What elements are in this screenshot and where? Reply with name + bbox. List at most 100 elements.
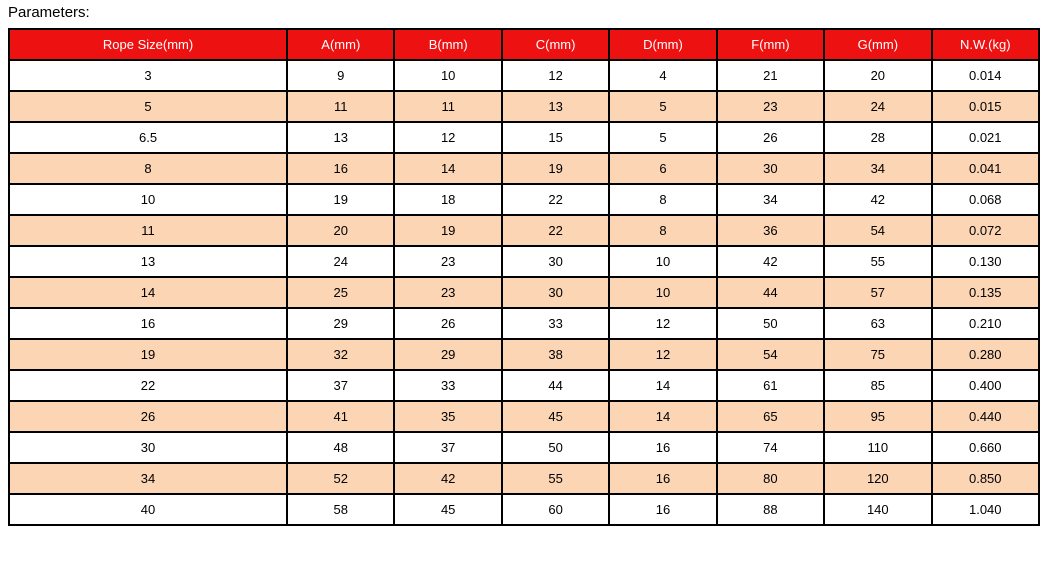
column-header: D(mm)	[608, 28, 718, 61]
table-cell: 0.015	[930, 90, 1041, 123]
table-row: 10 19 18 22 8 34 42 0.068	[7, 183, 1041, 216]
table-cell: 60	[500, 493, 611, 526]
table-cell: 13	[7, 245, 289, 278]
table-row: 6.5 13 12 15 5 26 28 0.021	[7, 121, 1041, 154]
table-cell: 10	[393, 59, 503, 92]
table-cell: 63	[823, 307, 933, 340]
table-cell: 11	[393, 90, 503, 123]
table-cell: 140	[823, 493, 933, 526]
table-cell: 80	[715, 462, 826, 495]
table-row: 40 58 45 60 16 88 140 1.040	[7, 493, 1041, 526]
table-cell: 75	[823, 338, 933, 371]
table-cell: 19	[393, 214, 503, 247]
table-cell: 22	[500, 214, 611, 247]
table-cell: 88	[715, 493, 826, 526]
table-cell: 65	[715, 400, 826, 433]
table-cell: 30	[7, 431, 289, 464]
table-cell: 5	[608, 90, 718, 123]
table-cell: 11	[286, 90, 396, 123]
table-cell: 5	[608, 121, 718, 154]
table-cell: 6.5	[7, 121, 289, 154]
table-cell: 0.014	[930, 59, 1041, 92]
table-cell: 42	[823, 183, 933, 216]
table-cell: 3	[7, 59, 289, 92]
table-cell: 1.040	[930, 493, 1041, 526]
table-cell: 37	[286, 369, 396, 402]
table-cell: 6	[608, 152, 718, 185]
table-cell: 37	[393, 431, 503, 464]
table-cell: 29	[393, 338, 503, 371]
table-cell: 26	[393, 307, 503, 340]
table-cell: 14	[7, 276, 289, 309]
table-cell: 24	[286, 245, 396, 278]
table-cell: 0.400	[930, 369, 1041, 402]
table-cell: 23	[715, 90, 826, 123]
table-cell: 22	[7, 369, 289, 402]
table-cell: 58	[286, 493, 396, 526]
table-row: 34 52 42 55 16 80 120 0.850	[7, 462, 1041, 495]
column-header: A(mm)	[286, 28, 396, 61]
table-cell: 34	[823, 152, 933, 185]
table-cell: 85	[823, 369, 933, 402]
table-cell: 42	[393, 462, 503, 495]
table-cell: 19	[500, 152, 611, 185]
parameters-table: Rope Size(mm) A(mm) B(mm) C(mm) D(mm) F(mm) G(…	[7, 28, 1041, 526]
table-row: 13 24 23 30 10 42 55 0.130	[7, 245, 1041, 278]
table-cell: 57	[823, 276, 933, 309]
page-title: Parameters:	[8, 4, 90, 21]
table-cell: 34	[715, 183, 826, 216]
table-cell: 21	[715, 59, 826, 92]
table-body: 3 9 10 12 4 21 20 0.014 5 11 11 13 5 23 24 0.015 6.5 13 12…	[7, 59, 1041, 526]
table-row: 8 16 14 19 6 30 34 0.041	[7, 152, 1041, 185]
table-cell: 52	[286, 462, 396, 495]
table-cell: 33	[393, 369, 503, 402]
table-cell: 120	[823, 462, 933, 495]
table-cell: 54	[823, 214, 933, 247]
table-cell: 16	[608, 462, 718, 495]
table-cell: 50	[500, 431, 611, 464]
table-cell: 44	[500, 369, 611, 402]
table-cell: 14	[608, 369, 718, 402]
table-cell: 11	[7, 214, 289, 247]
table-cell: 14	[608, 400, 718, 433]
table-cell: 36	[715, 214, 826, 247]
table-row: 5 11 11 13 5 23 24 0.015	[7, 90, 1041, 123]
table-cell: 23	[393, 276, 503, 309]
table-cell: 50	[715, 307, 826, 340]
table-cell: 24	[823, 90, 933, 123]
table-cell: 20	[823, 59, 933, 92]
table-cell: 0.041	[930, 152, 1041, 185]
table-cell: 19	[286, 183, 396, 216]
table-cell: 29	[286, 307, 396, 340]
table-cell: 35	[393, 400, 503, 433]
table-row: 14 25 23 30 10 44 57 0.135	[7, 276, 1041, 309]
table-cell: 32	[286, 338, 396, 371]
table-cell: 74	[715, 431, 826, 464]
table-cell: 55	[823, 245, 933, 278]
table-cell: 42	[715, 245, 826, 278]
table-cell: 25	[286, 276, 396, 309]
table-cell: 55	[500, 462, 611, 495]
table-cell: 16	[7, 307, 289, 340]
table-cell: 13	[286, 121, 396, 154]
table-cell: 28	[823, 121, 933, 154]
table-cell: 20	[286, 214, 396, 247]
table-cell: 30	[500, 245, 611, 278]
table-cell: 95	[823, 400, 933, 433]
table-cell: 0.850	[930, 462, 1041, 495]
table-cell: 0.068	[930, 183, 1041, 216]
table-cell: 23	[393, 245, 503, 278]
table-row: 11 20 19 22 8 36 54 0.072	[7, 214, 1041, 247]
table-row: 30 48 37 50 16 74 110 0.660	[7, 431, 1041, 464]
column-header: Rope Size(mm)	[7, 28, 289, 61]
table-cell: 8	[608, 183, 718, 216]
table-cell: 40	[7, 493, 289, 526]
table-cell: 0.130	[930, 245, 1041, 278]
table-cell: 33	[500, 307, 611, 340]
table-cell: 14	[393, 152, 503, 185]
table-cell: 44	[715, 276, 826, 309]
table-cell: 0.280	[930, 338, 1041, 371]
table-cell: 45	[500, 400, 611, 433]
table-cell: 48	[286, 431, 396, 464]
table-cell: 8	[7, 152, 289, 185]
